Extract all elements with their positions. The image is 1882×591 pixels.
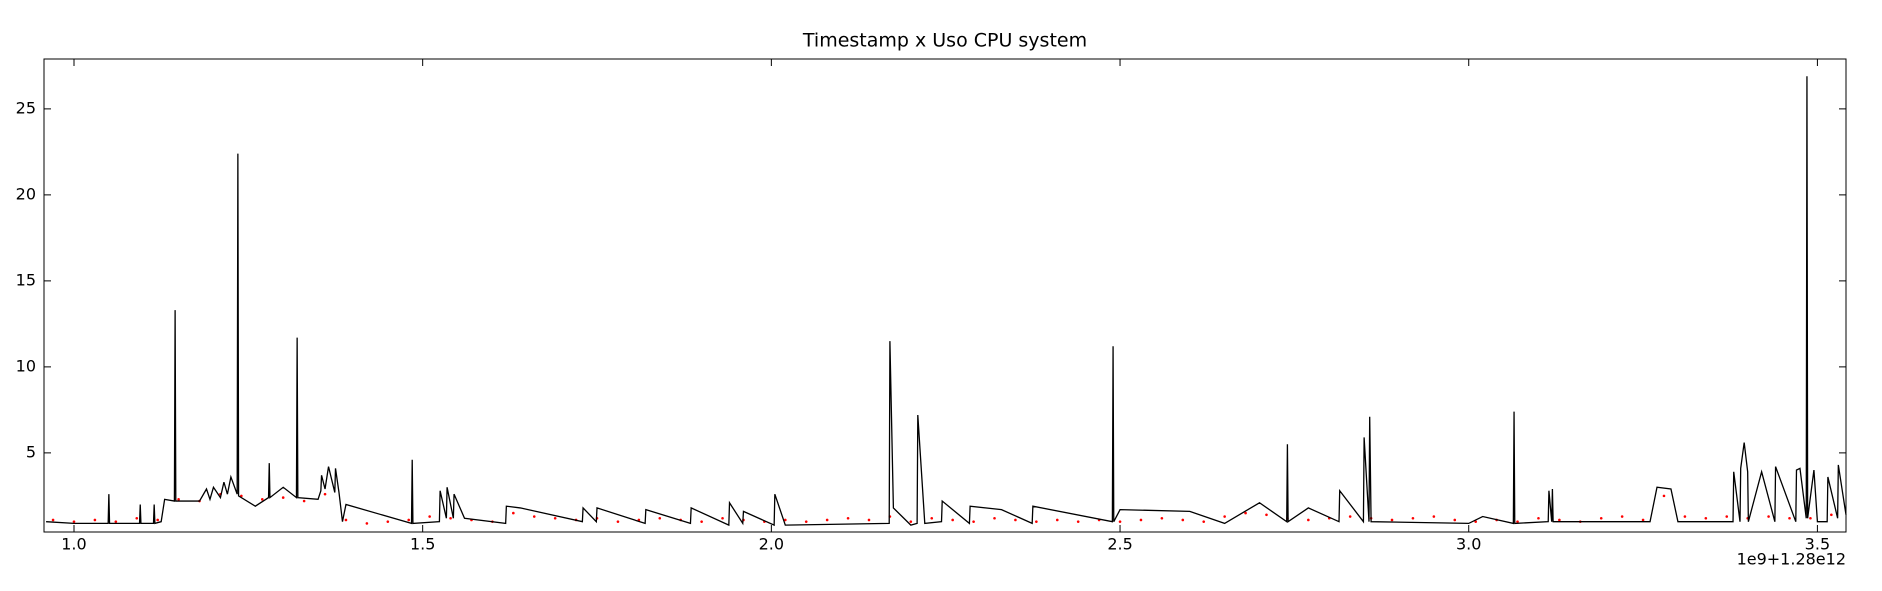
data-point [951, 518, 954, 522]
x-offset-label: 1e9+1.28e12 [1737, 550, 1846, 569]
data-point [1830, 513, 1833, 517]
x-tick-label: 2.5 [1107, 535, 1132, 554]
y-tick-label: 5 [26, 442, 36, 461]
data-point [302, 499, 306, 503]
y-tick-label: 10 [16, 356, 36, 375]
data-point [1244, 511, 1247, 515]
data-point [1725, 515, 1729, 518]
data-point [1411, 516, 1415, 520]
data-point [260, 498, 264, 501]
data-point [1620, 515, 1624, 518]
data-point [177, 498, 180, 501]
data-point [1641, 518, 1645, 522]
data-point [846, 516, 850, 520]
chart-title: Timestamp x Uso CPU system [802, 30, 1087, 52]
data-point [1307, 518, 1310, 522]
data-point [1181, 518, 1185, 522]
data-point [1139, 518, 1143, 522]
data-point [281, 496, 285, 499]
data-point [386, 520, 390, 523]
data-point [51, 518, 55, 522]
x-tick-label: 1.0 [61, 535, 86, 554]
data-point [344, 518, 348, 522]
data-point [1516, 520, 1519, 523]
data-point [1704, 516, 1708, 520]
data-point [1014, 518, 1017, 522]
data-point [1599, 516, 1603, 520]
data-point [993, 516, 996, 520]
data-point [365, 522, 369, 525]
data-point [784, 518, 787, 522]
data-point [512, 511, 515, 515]
data-point [1453, 518, 1457, 522]
data-point [825, 518, 829, 522]
data-point [1265, 513, 1268, 517]
data-point [407, 518, 411, 522]
data-point [323, 492, 327, 496]
x-tick-label: 1.5 [410, 535, 435, 554]
data-point [428, 515, 431, 518]
data-point [449, 516, 452, 520]
data-point [1202, 520, 1206, 523]
x-tick-label: 3.0 [1456, 535, 1481, 554]
data-point [532, 515, 536, 518]
data-point [1432, 515, 1436, 518]
data-point [700, 520, 703, 523]
data-point [1788, 516, 1791, 520]
data-point [1809, 516, 1812, 520]
data-point [156, 518, 159, 522]
data-point [135, 516, 139, 520]
data-line [46, 76, 1847, 527]
y-tick-label: 25 [16, 98, 36, 117]
data-point [114, 520, 118, 523]
data-point [1035, 520, 1038, 523]
data-point [1558, 518, 1561, 522]
data-point [1767, 515, 1770, 518]
data-point [72, 520, 76, 523]
data-point [1223, 515, 1226, 518]
data-point [1160, 516, 1164, 520]
data-point [1055, 518, 1059, 522]
data-point [930, 516, 934, 520]
data-point [616, 520, 620, 523]
y-tick-label: 15 [16, 270, 36, 289]
y-tick-label: 20 [16, 184, 36, 203]
data-point [1537, 516, 1540, 520]
data-point [721, 516, 724, 520]
data-point [804, 520, 808, 523]
data-point [93, 518, 97, 522]
data-point [1076, 520, 1080, 523]
data-point [1474, 520, 1477, 523]
data-point [553, 516, 557, 520]
data-point [1683, 515, 1687, 518]
x-tick-label: 2.0 [759, 535, 784, 554]
data-point [1348, 515, 1352, 518]
data-point [1662, 494, 1666, 498]
data-point [658, 516, 662, 520]
x-tick-label: 3.5 [1805, 535, 1830, 554]
data-point [1390, 518, 1394, 522]
data-point [972, 520, 975, 523]
data-point [867, 518, 871, 522]
data-point [909, 520, 913, 523]
data-point [1118, 520, 1122, 523]
plot-frame [43, 58, 1847, 533]
